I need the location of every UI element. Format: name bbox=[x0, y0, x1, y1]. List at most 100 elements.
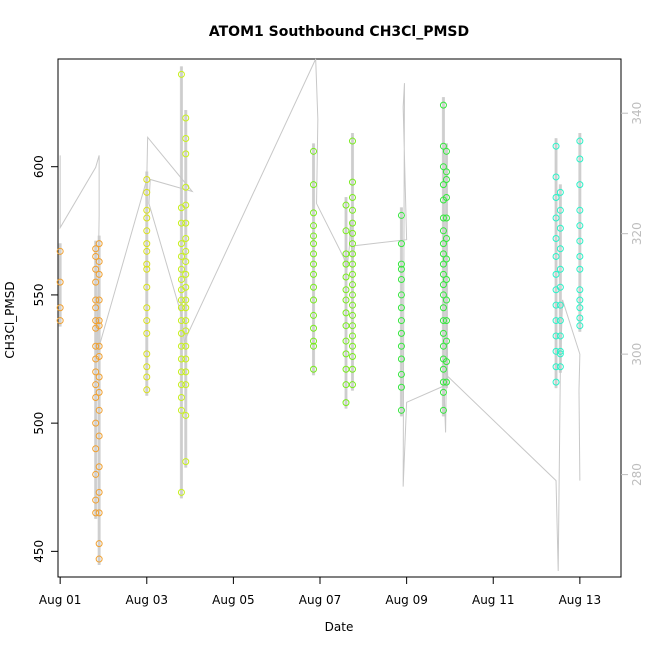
data-point bbox=[143, 188, 151, 196]
data-point bbox=[143, 247, 151, 255]
data-point bbox=[397, 211, 405, 219]
data-point bbox=[439, 214, 447, 222]
data-point bbox=[310, 342, 318, 350]
data-point bbox=[397, 355, 405, 363]
data-point bbox=[143, 373, 151, 381]
data-point bbox=[182, 114, 190, 122]
data-point bbox=[348, 250, 356, 258]
data-point bbox=[397, 329, 405, 337]
data-point bbox=[182, 411, 190, 419]
data-point bbox=[342, 399, 350, 407]
data-point bbox=[310, 181, 318, 189]
data-point bbox=[92, 419, 100, 427]
data-point bbox=[556, 265, 564, 273]
scatter-points bbox=[56, 70, 584, 563]
x-tick-label: Aug 05 bbox=[212, 593, 255, 607]
data-point bbox=[576, 137, 584, 145]
x-tick-label: Aug 07 bbox=[299, 593, 342, 607]
data-point bbox=[556, 283, 564, 291]
data-point bbox=[310, 324, 318, 332]
data-point bbox=[442, 337, 450, 345]
data-point bbox=[342, 350, 350, 358]
data-point bbox=[310, 365, 318, 373]
y-right-tick-label: 340 bbox=[630, 102, 644, 125]
data-point bbox=[442, 147, 450, 155]
data-point bbox=[182, 368, 190, 376]
data-point bbox=[177, 240, 185, 248]
x-tick-label: Aug 13 bbox=[559, 593, 602, 607]
data-point bbox=[177, 252, 185, 260]
data-point bbox=[348, 332, 356, 340]
data-point bbox=[576, 222, 584, 230]
y-right-tick-label: 300 bbox=[630, 343, 644, 366]
data-point bbox=[348, 301, 356, 309]
data-point bbox=[182, 283, 190, 291]
data-point bbox=[177, 381, 185, 389]
data-point bbox=[177, 355, 185, 363]
data-point bbox=[439, 142, 447, 150]
data-point bbox=[556, 332, 564, 340]
data-point bbox=[442, 378, 450, 386]
data-point bbox=[182, 458, 190, 466]
data-point bbox=[442, 168, 450, 176]
data-point bbox=[95, 463, 103, 471]
data-point bbox=[310, 209, 318, 217]
data-point bbox=[442, 317, 450, 325]
x-tick-label: Aug 03 bbox=[126, 593, 169, 607]
data-point bbox=[310, 240, 318, 248]
data-point bbox=[576, 322, 584, 330]
data-point bbox=[342, 201, 350, 209]
data-point bbox=[92, 245, 100, 253]
data-point bbox=[92, 445, 100, 453]
data-point bbox=[348, 311, 356, 319]
data-point bbox=[439, 240, 447, 248]
data-point bbox=[442, 176, 450, 184]
data-point bbox=[182, 235, 190, 243]
data-point bbox=[397, 291, 405, 299]
data-point bbox=[143, 386, 151, 394]
data-point bbox=[552, 252, 560, 260]
data-point bbox=[177, 406, 185, 414]
data-point bbox=[56, 247, 64, 255]
data-point bbox=[552, 301, 560, 309]
secondary-series bbox=[58, 58, 582, 571]
data-point bbox=[92, 304, 100, 312]
data-point bbox=[397, 265, 405, 273]
data-point bbox=[92, 317, 100, 325]
data-point bbox=[439, 101, 447, 109]
data-point bbox=[92, 278, 100, 286]
y-right-tick-label: 320 bbox=[630, 222, 644, 245]
data-point bbox=[439, 329, 447, 337]
data-point bbox=[442, 214, 450, 222]
data-point bbox=[95, 488, 103, 496]
data-point bbox=[348, 206, 356, 214]
data-point bbox=[177, 368, 185, 376]
data-point bbox=[143, 260, 151, 268]
data-point bbox=[439, 270, 447, 278]
data-point bbox=[95, 240, 103, 248]
data-point bbox=[397, 260, 405, 268]
data-point bbox=[439, 181, 447, 189]
data-point bbox=[310, 311, 318, 319]
data-point bbox=[182, 258, 190, 266]
data-point bbox=[397, 370, 405, 378]
y-tick-label: 450 bbox=[32, 540, 46, 563]
data-point bbox=[576, 252, 584, 260]
data-point bbox=[576, 314, 584, 322]
data-point bbox=[439, 163, 447, 171]
data-point bbox=[556, 206, 564, 214]
data-point bbox=[95, 555, 103, 563]
data-point bbox=[552, 378, 560, 386]
data-point bbox=[310, 260, 318, 268]
data-point bbox=[439, 227, 447, 235]
data-point bbox=[95, 509, 103, 517]
data-point bbox=[348, 178, 356, 186]
data-point bbox=[348, 352, 356, 360]
data-point bbox=[556, 245, 564, 253]
data-point bbox=[556, 224, 564, 232]
data-point bbox=[95, 540, 103, 548]
data-point bbox=[442, 276, 450, 284]
data-point bbox=[439, 317, 447, 325]
data-point bbox=[342, 309, 350, 317]
